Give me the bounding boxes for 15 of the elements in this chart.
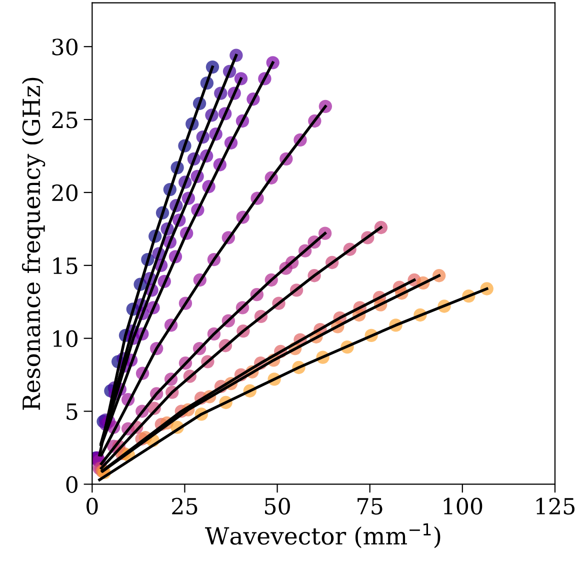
- x-tick-label: 0: [86, 498, 98, 515]
- x-tick-label: 25: [172, 498, 198, 515]
- y-tick-label: 25: [52, 111, 78, 128]
- y-tick-label: 0: [66, 476, 78, 493]
- x-tick-label: 100: [444, 498, 482, 515]
- y-tick-label: 30: [52, 38, 78, 56]
- x-tick-label: 75: [358, 498, 382, 515]
- y-tick-label: 5: [66, 404, 78, 420]
- y-tick-label: 20: [52, 184, 78, 202]
- x-tick-label: 125: [536, 498, 574, 515]
- x-tick-label: 50: [265, 498, 290, 515]
- y-axis-title: Resonance frequency (GHz): [22, 78, 46, 410]
- y-tick-label: 15: [53, 257, 78, 274]
- x-axis-title: Wavevector (mm$^{−1}$): [205, 523, 440, 548]
- y-tick-label: 10: [53, 330, 78, 348]
